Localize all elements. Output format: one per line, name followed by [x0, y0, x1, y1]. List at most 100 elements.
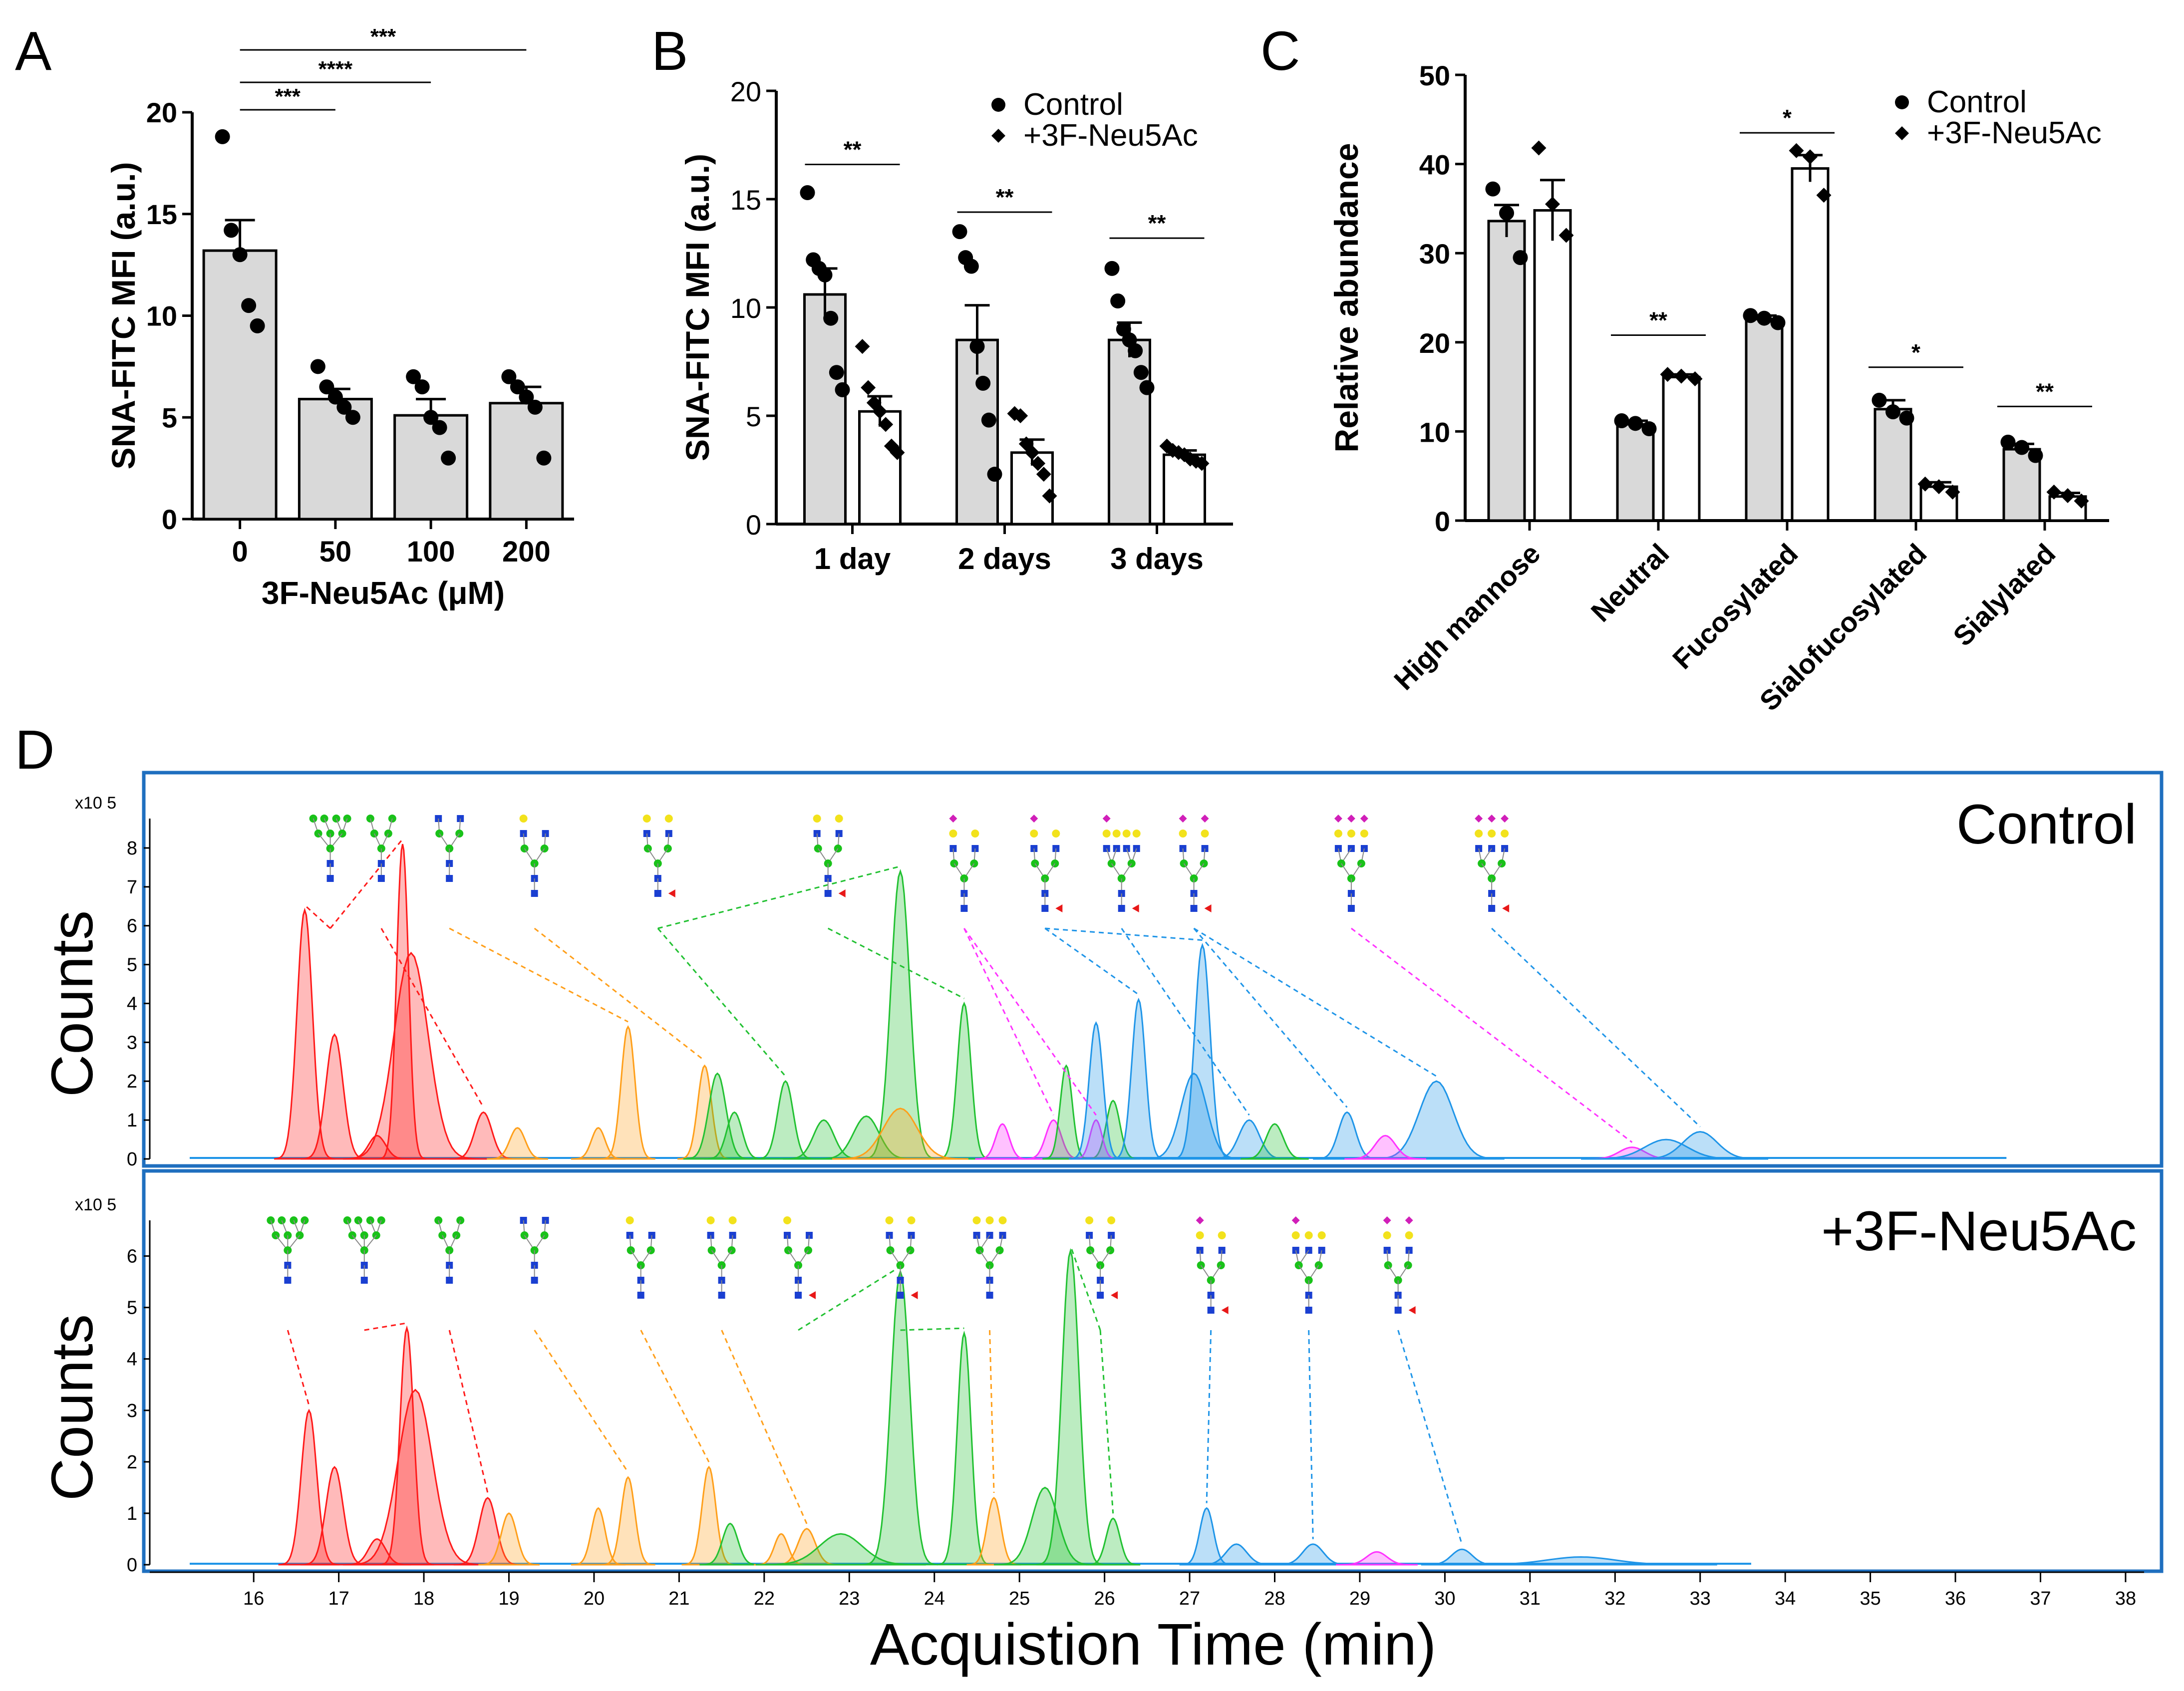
- chromatogram-peak: [677, 1064, 732, 1160]
- glycan-sialic-acid-diamond: [1383, 1216, 1391, 1224]
- glycan-sialic-acid-diamond: [949, 815, 957, 823]
- panel-c-data-point: [1499, 205, 1514, 221]
- glycan-glcnac-square: [1041, 905, 1049, 912]
- glycan-glcnac-square: [1097, 1292, 1104, 1299]
- panel-b-y-axis-title: SNA-FITC MFI (a.u.): [679, 154, 716, 461]
- panel-b-data-point: [835, 382, 850, 397]
- glycan-structure: [434, 1216, 465, 1284]
- chromatogram-peak: [449, 1111, 518, 1160]
- glycan-structure: [520, 1217, 549, 1284]
- panel-c-bar-control: [1873, 408, 1912, 522]
- glycan-structure: [706, 1216, 737, 1299]
- glycan-structure: [1030, 815, 1063, 912]
- glycan-sialic-acid-diamond: [1405, 1216, 1413, 1224]
- glycan-galactose-circle: [1475, 830, 1483, 838]
- glycan-leader-line: [1351, 927, 1633, 1143]
- chromatogram-peak: [487, 1127, 548, 1160]
- glycan-glcnac-square: [654, 890, 661, 897]
- panel-b-bar-chart: 0 5 10 15 20 1 day 2 days 3 days ** ** ** SNA-FITC …: [679, 76, 1233, 575]
- time-axis-tick-label: 24: [924, 1588, 945, 1609]
- glycan-galactose-circle: [1501, 830, 1509, 838]
- glycan-glcnac-square: [1488, 905, 1496, 912]
- time-axis-title: Acquistion Time (min): [870, 1612, 1436, 1678]
- panel-c-data-point: [1485, 181, 1501, 197]
- chromatogram-treated-frame: [142, 1169, 2164, 1573]
- legend-b: Control +3F-Neu5Ac: [991, 87, 1198, 153]
- panel-b-y-tick-label: 20: [730, 76, 761, 107]
- panel-c-significance-label: *: [1783, 105, 1792, 131]
- panel-c-bar-treated: [1662, 375, 1701, 522]
- panel-b-significance-label: **: [996, 184, 1014, 210]
- chromatogram-control-y-tick-label: 5: [127, 955, 137, 976]
- glycan-glcnac-square: [284, 1277, 292, 1284]
- panel-c-data-point: [1899, 410, 1914, 426]
- glycan-glcnac-square: [377, 875, 385, 882]
- legend-c-diamond-marker: [1895, 126, 1909, 140]
- glycan-fucose-triangle: [1204, 904, 1212, 912]
- glycan-galactose-circle: [1196, 1231, 1204, 1239]
- time-axis-tick-label: 27: [1179, 1588, 1200, 1609]
- glycan-galactose-circle: [625, 1216, 634, 1224]
- time-axis-tick-label: 33: [1690, 1588, 1711, 1609]
- glycan-structure: [1383, 1216, 1416, 1314]
- glycan-leader-line: [364, 1322, 407, 1331]
- panel-c-bar-control: [1616, 423, 1655, 522]
- panel-b-data-point: [861, 380, 876, 395]
- panel-a-y-tick-label: 5: [162, 402, 177, 433]
- glycan-leader-line: [963, 928, 1054, 1116]
- glycan-galactose-circle: [1112, 830, 1121, 838]
- glycan-leader-line: [1206, 1330, 1212, 1503]
- panel-b-data-point: [1110, 293, 1126, 308]
- glycan-fucose-triangle: [809, 1291, 816, 1299]
- legend-c-treated-label: +3F-Neu5Ac: [1927, 116, 2102, 150]
- chromatogram-time-axis: 16 17 18 19 20 21 22 23 24 25 26 27 28 29 30 31 32 33 34 35…: [150, 1571, 2144, 1678]
- glycan-galactose-circle: [985, 1216, 994, 1224]
- panel-c-data-point: [1789, 143, 1804, 158]
- glycan-galactose-circle: [1405, 1231, 1413, 1239]
- panel-a-x-tick-label: 50: [319, 536, 352, 568]
- chromatogram-peak: [1143, 1072, 1245, 1160]
- glycan-leader-line: [1491, 927, 1701, 1127]
- glycan-fucose-triangle: [1111, 1291, 1118, 1299]
- panel-c-data-point: [1917, 476, 1933, 492]
- panel-c-data-point: [1687, 371, 1703, 387]
- glycan-structure: [267, 1216, 309, 1284]
- legend-c-control-label: Control: [1927, 85, 2027, 119]
- time-axis-tick-label: 16: [243, 1588, 264, 1609]
- chromatogram-treated-y-axis-title: Counts: [39, 1314, 105, 1501]
- time-axis-tick-label: 25: [1009, 1588, 1030, 1609]
- panel-c-data-point: [2060, 488, 2075, 503]
- panel-c-y-axis-title: Relative abundance: [1328, 143, 1365, 453]
- legend-b-treated-label: +3F-Neu5Ac: [1023, 118, 1198, 153]
- glycan-structure: [1291, 1216, 1326, 1314]
- panel-b-data-point: [800, 185, 815, 200]
- panel-label-c: C: [1260, 20, 1300, 82]
- glycan-galactose-circle: [1347, 830, 1355, 838]
- chromatogram-peak: [681, 1465, 736, 1566]
- panel-c-y-tick-label: 20: [1419, 327, 1450, 359]
- panel-a-data-point: [336, 399, 352, 415]
- panel-a-data-point: [510, 379, 525, 395]
- panel-c-data-point: [1816, 188, 1832, 203]
- chromatogram-peak: [699, 1522, 761, 1566]
- time-axis-tick-label: 32: [1604, 1588, 1625, 1609]
- panel-b-data-point: [872, 404, 888, 419]
- glycan-structure: [519, 815, 549, 897]
- time-axis-tick-label: 22: [754, 1588, 775, 1609]
- glycan-galactose-circle: [642, 815, 651, 823]
- glycan-sialic-acid-diamond: [1102, 815, 1111, 823]
- glycan-fucose-triangle: [1408, 1306, 1416, 1314]
- chromatogram-peak: [601, 1025, 655, 1160]
- glycan-structure: [435, 815, 464, 882]
- glycan-fucose-triangle: [1055, 904, 1063, 912]
- panel-c-data-point: [1757, 310, 1772, 326]
- glycan-galactose-circle: [835, 815, 843, 823]
- legend-b-diamond-marker: [991, 129, 1005, 143]
- glycan-galactose-circle: [972, 1216, 981, 1224]
- chromatogram-control-y-tick-label: 4: [127, 993, 137, 1014]
- panel-c-data-point: [2046, 484, 2062, 500]
- legend-c: Control +3F-Neu5Ac: [1895, 85, 2102, 150]
- glycan-sialic-acid-diamond: [1501, 815, 1509, 823]
- panel-a-x-tick-label: 0: [232, 536, 248, 568]
